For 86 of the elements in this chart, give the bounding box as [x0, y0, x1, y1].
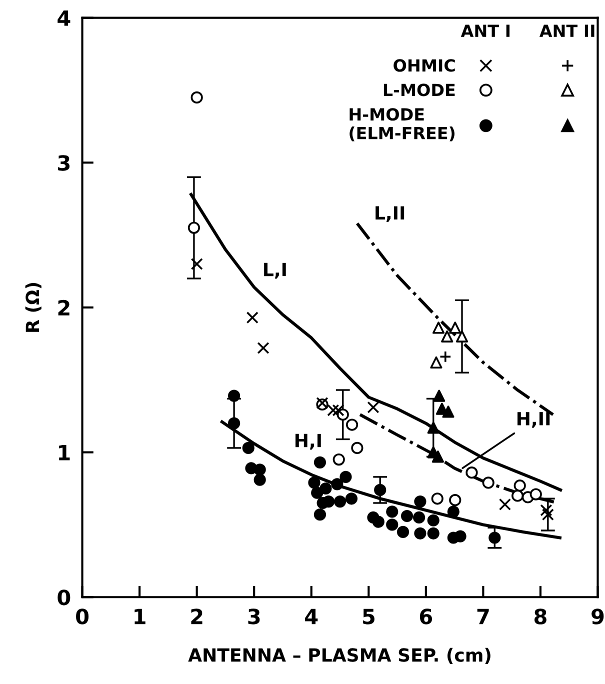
annotation: L,II — [376, 206, 404, 222]
point — [498, 498, 512, 510]
x-tick-label: 5 — [363, 608, 374, 624]
point — [542, 508, 554, 521]
annotation: ANT II — [539, 24, 594, 37]
point — [439, 350, 452, 363]
annotation: H,II — [518, 412, 550, 428]
point — [456, 330, 468, 342]
legend-label: L-MODE — [384, 84, 455, 96]
point — [414, 527, 426, 540]
point — [530, 488, 542, 500]
point — [431, 492, 444, 505]
point — [449, 494, 462, 506]
x-tick-label: 6 — [420, 608, 432, 624]
y-axis-title: R (Ω) — [25, 282, 42, 332]
point — [322, 495, 335, 508]
y-tick-label: 1 — [59, 445, 70, 460]
point — [412, 511, 426, 524]
point — [386, 518, 398, 531]
point — [400, 510, 414, 522]
point — [449, 322, 462, 334]
point — [432, 450, 444, 463]
x-tick-label: 7 — [477, 608, 489, 624]
point — [386, 506, 398, 518]
legend-label: OHMIC — [394, 59, 455, 72]
point — [254, 464, 266, 476]
point — [346, 418, 358, 431]
point — [246, 312, 258, 324]
point — [332, 404, 344, 416]
point — [427, 527, 440, 540]
point — [427, 422, 440, 434]
x-tick-label: 0 — [76, 608, 89, 624]
y-tick-label: 0 — [58, 590, 70, 606]
x-tick-label: 8 — [534, 608, 546, 624]
annotation: H,I — [296, 434, 321, 450]
point — [514, 480, 526, 492]
point — [320, 482, 332, 495]
point — [488, 532, 501, 544]
point — [427, 514, 440, 526]
point — [311, 486, 324, 499]
annotation: ANT I — [460, 24, 510, 37]
point — [430, 356, 442, 369]
point — [190, 258, 203, 270]
point — [228, 417, 240, 430]
point — [447, 506, 460, 518]
point — [327, 404, 340, 416]
point — [396, 526, 410, 538]
point — [432, 322, 445, 334]
point — [254, 474, 266, 486]
point — [314, 456, 326, 468]
point — [331, 478, 344, 490]
point — [340, 470, 352, 483]
point — [345, 492, 358, 505]
point — [332, 453, 345, 466]
point — [512, 490, 524, 502]
point — [372, 516, 384, 528]
x-tick-label: 1 — [134, 608, 146, 624]
y-tick-label: 2 — [58, 300, 70, 316]
point — [228, 390, 240, 402]
y-tick-label: 4 — [58, 10, 70, 26]
point — [442, 406, 454, 418]
point — [190, 91, 203, 104]
point — [441, 330, 454, 342]
point — [242, 442, 254, 454]
point — [482, 476, 494, 489]
point — [433, 390, 446, 402]
annotation: L,I — [264, 262, 286, 279]
point — [454, 530, 466, 542]
y-tick-label: 3 — [58, 155, 70, 171]
point — [257, 342, 270, 354]
point — [540, 504, 552, 516]
point — [374, 484, 386, 496]
point — [334, 495, 346, 508]
x-tick-label: 9 — [592, 608, 604, 624]
point — [188, 222, 200, 234]
x-tick-label: 3 — [248, 608, 260, 624]
legend-label: H-MODE (ELM-FREE) — [350, 108, 454, 142]
x-axis-title: ANTENNA – PLASMA SEP. (cm) — [188, 648, 490, 664]
point — [466, 466, 478, 479]
point — [351, 442, 364, 454]
point — [367, 401, 380, 414]
point — [308, 476, 320, 489]
x-tick-label: 4 — [305, 608, 318, 624]
point — [314, 508, 326, 521]
point — [414, 495, 426, 508]
x-tick-label: 2 — [191, 608, 202, 624]
